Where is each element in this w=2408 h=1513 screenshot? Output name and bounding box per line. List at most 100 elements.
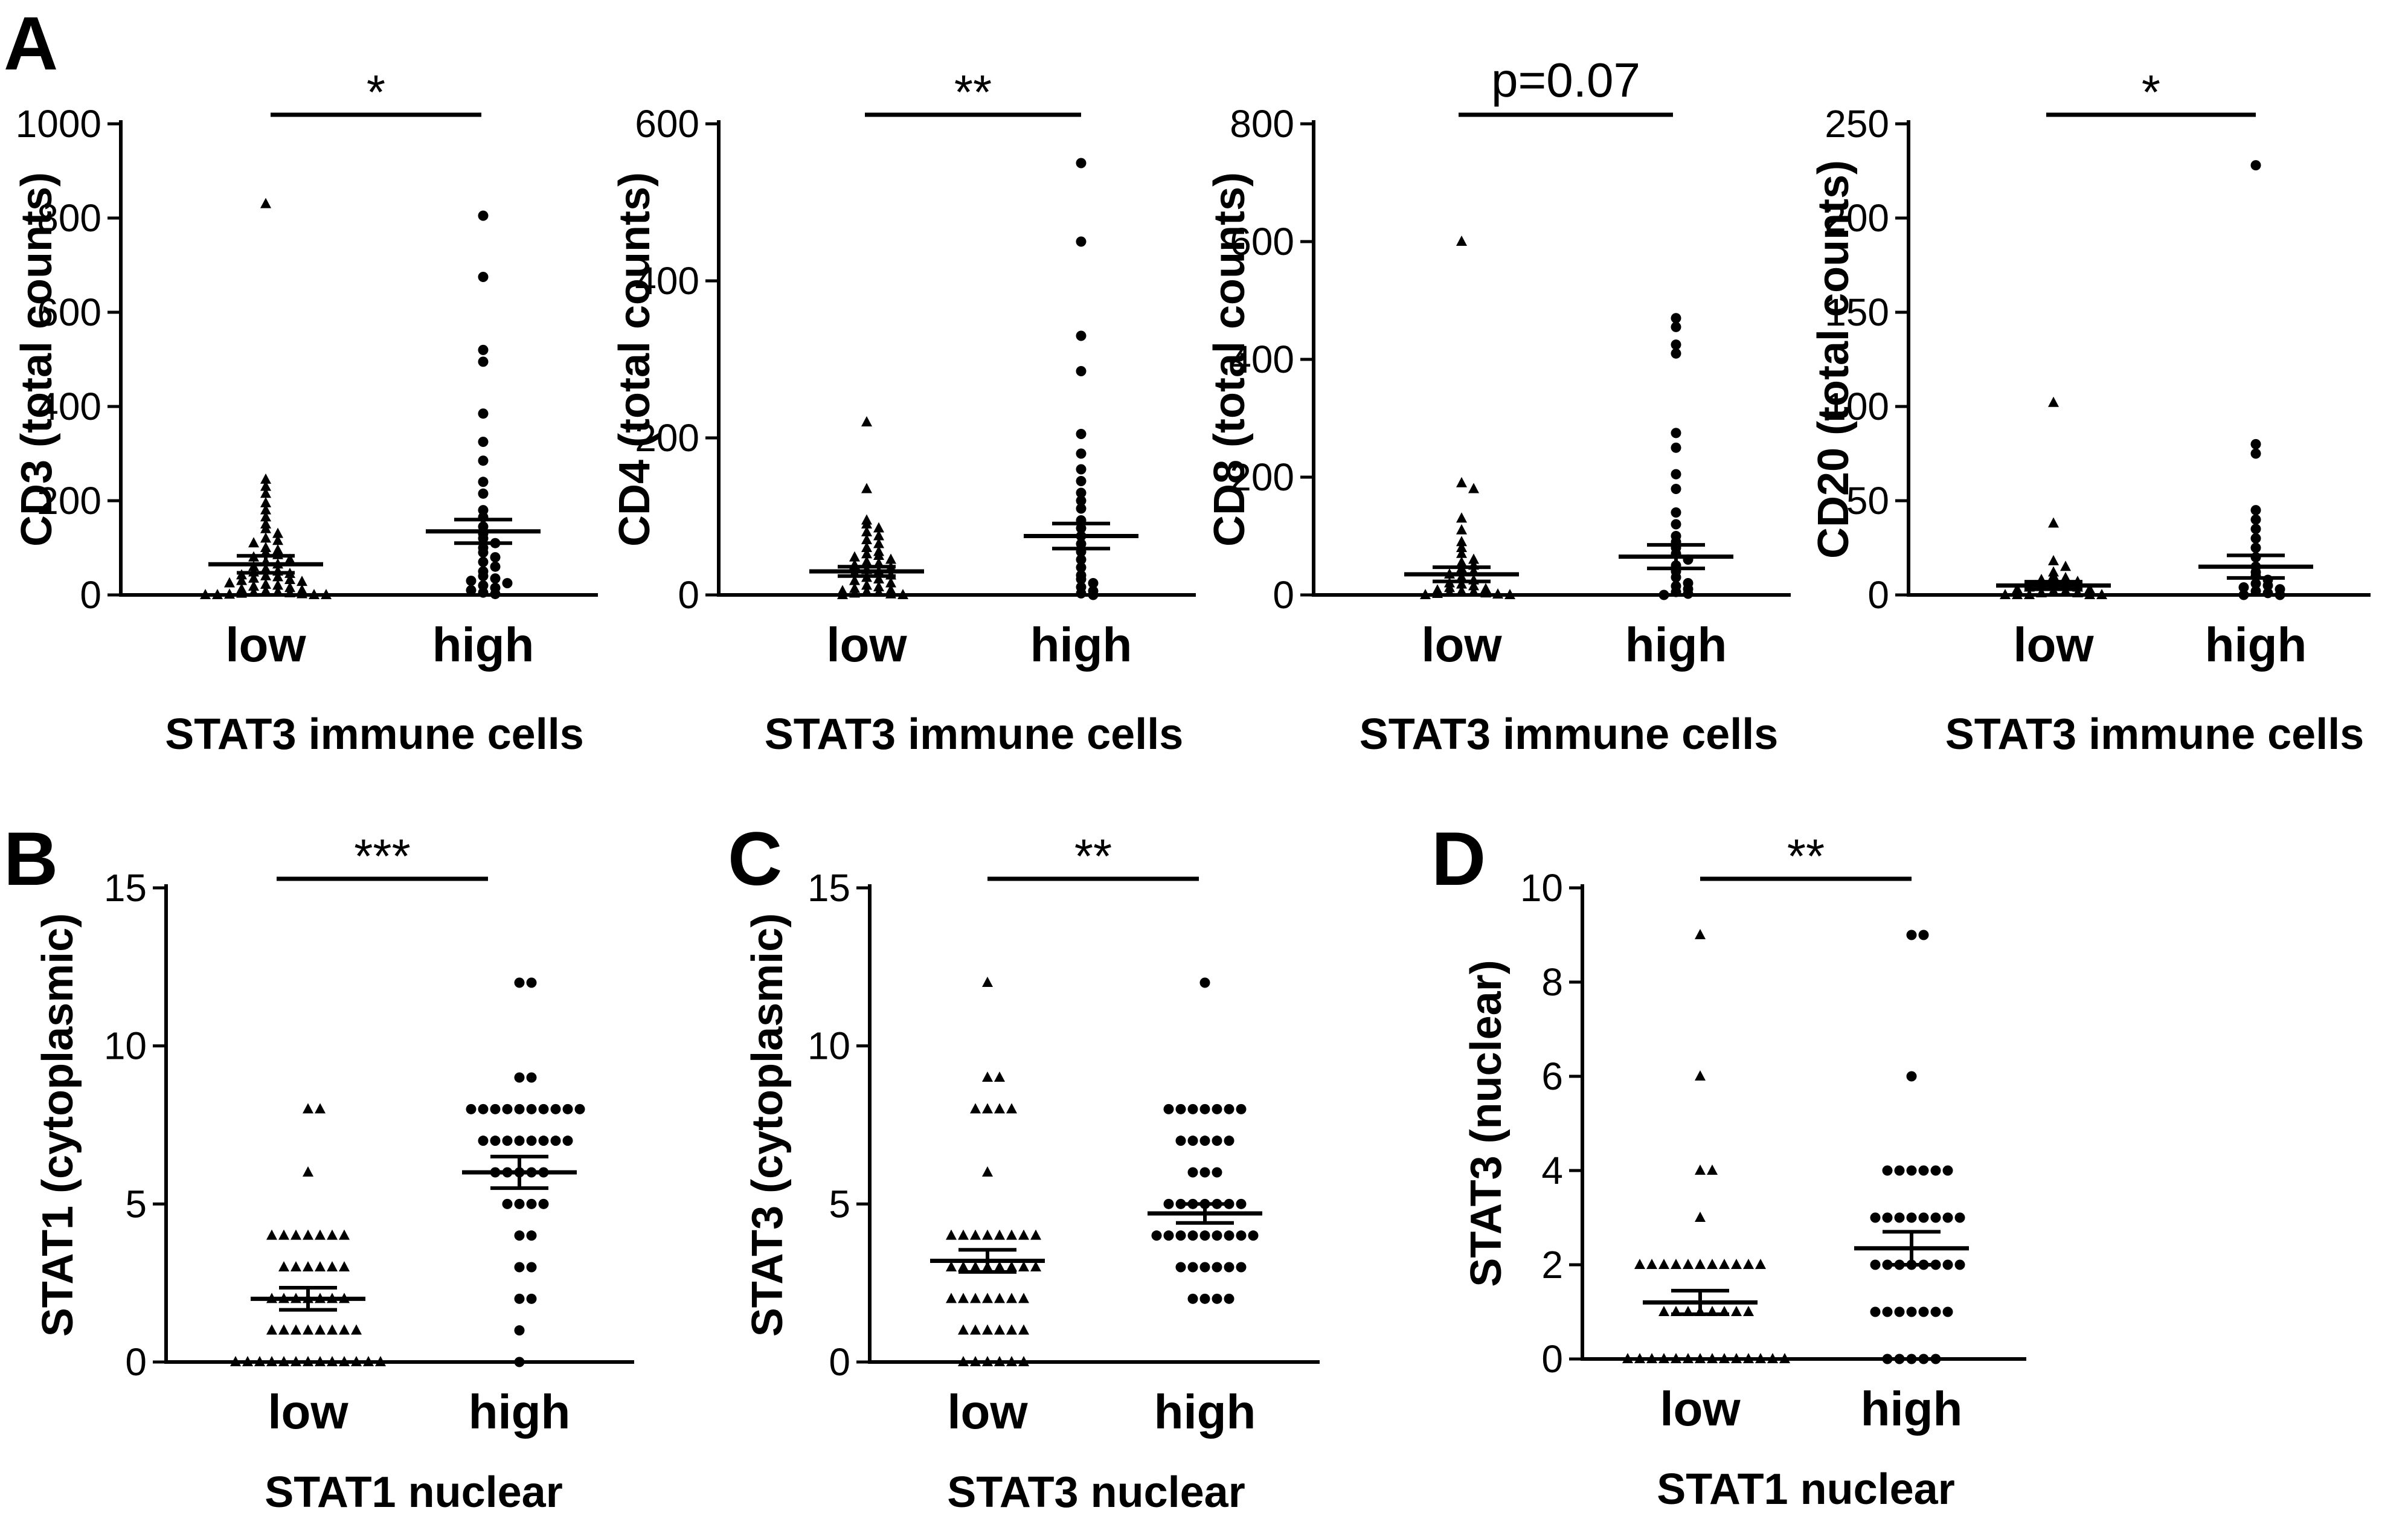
x-axis-label: STAT3 immune cells <box>1945 710 2365 759</box>
category-label-low: low <box>268 1385 348 1439</box>
y-axis-label: STAT1 (cytoplasmic) <box>34 913 82 1337</box>
data-point-triangle <box>946 1261 957 1271</box>
data-point-circle <box>514 977 525 988</box>
data-point-circle <box>478 356 489 367</box>
data-point-circle <box>1076 495 1087 506</box>
y-axis-label: STAT3 (cytoplasmic) <box>743 913 792 1337</box>
data-point-circle <box>1163 1198 1174 1209</box>
data-point-triangle <box>351 1324 362 1335</box>
significance-label: * <box>2142 65 2160 119</box>
category-label-low: low <box>1421 618 1502 672</box>
y-tick-label: 100 <box>1825 385 1889 428</box>
data-point-circle <box>2250 542 2261 553</box>
data-point-triangle <box>284 574 295 585</box>
data-point-circle <box>1076 236 1087 247</box>
data-point-triangle <box>1456 536 1467 547</box>
data-point-circle <box>478 580 489 591</box>
y-tick-label: 10 <box>104 1024 147 1068</box>
data-point-triangle <box>982 1166 993 1177</box>
data-point-circle <box>514 1357 525 1367</box>
y-axis-label: CD4 (total counts) <box>611 172 659 547</box>
y-tick-label: 8 <box>1541 960 1563 1004</box>
data-point-circle <box>1212 1167 1222 1178</box>
data-point-triangle <box>236 587 247 598</box>
category-label-low: low <box>1660 1382 1741 1436</box>
data-point-triangle <box>1634 1353 1645 1363</box>
data-point-triangle <box>1731 1353 1742 1363</box>
chart-5: 0 5 10 15 STAT1 (cytoplasmic) low high STAT1 nu… <box>34 829 634 1513</box>
data-point-circle <box>478 437 489 447</box>
data-point-triangle <box>1634 1259 1645 1269</box>
y-tick-label: 15 <box>104 866 147 910</box>
data-point-triangle <box>994 1229 1005 1240</box>
data-point-circle <box>1076 487 1087 498</box>
data-point-circle <box>514 1325 525 1336</box>
data-point-triangle <box>958 1324 969 1335</box>
data-point-triangle <box>327 1229 338 1240</box>
y-axis-label: CD3 (total counts) <box>13 172 61 547</box>
data-point-triangle <box>200 589 211 599</box>
data-point-circle <box>514 1198 525 1209</box>
y-tick-label: 400 <box>635 259 699 303</box>
data-point-circle <box>1199 1136 1210 1146</box>
significance-label: ** <box>1074 829 1112 883</box>
data-point-triangle <box>260 522 271 533</box>
data-point-circle <box>1671 572 1681 583</box>
y-tick-label: 5 <box>829 1182 850 1225</box>
data-point-circle <box>490 1103 501 1114</box>
data-point-triangle <box>375 1356 386 1366</box>
data-point-circle <box>1076 429 1087 439</box>
data-point-circle <box>1187 1262 1198 1273</box>
data-point-triangle <box>1743 1306 1754 1316</box>
data-point-triangle <box>861 483 872 493</box>
data-point-triangle <box>885 553 896 564</box>
data-point-circle <box>514 1136 525 1146</box>
data-point-circle <box>1906 1165 1917 1176</box>
data-point-triangle <box>260 473 271 484</box>
data-point-triangle <box>982 1229 993 1240</box>
data-point-triangle <box>248 586 259 597</box>
data-point-triangle <box>1456 477 1467 487</box>
x-axis-label: STAT1 nuclear <box>265 1468 562 1513</box>
significance-label: *** <box>354 829 410 883</box>
panel-letter-b: B <box>4 817 58 901</box>
data-point-triangle <box>260 578 271 589</box>
data-point-circle <box>1671 519 1681 530</box>
data-point-circle <box>1918 930 1929 940</box>
data-point-triangle <box>1480 587 1491 598</box>
data-point-triangle <box>897 589 908 599</box>
data-point-circle <box>1212 1136 1222 1146</box>
data-point-circle <box>1954 1259 1965 1270</box>
y-tick-label: 6 <box>1541 1055 1563 1098</box>
y-tick-label: 800 <box>37 196 101 240</box>
data-point-triangle <box>297 576 307 586</box>
data-point-circle <box>1942 1165 1953 1176</box>
data-point-circle <box>1076 574 1087 585</box>
data-point-triangle <box>1671 1259 1681 1269</box>
chart-1: 0 200 400 600 800 1000 CD3 (total counts) low hi… <box>13 65 598 759</box>
data-point-triangle <box>861 534 872 544</box>
data-point-triangle <box>958 1293 969 1303</box>
significance-label: ** <box>954 65 992 119</box>
data-point-triangle <box>278 1229 289 1240</box>
data-point-circle <box>562 1136 573 1146</box>
data-point-triangle <box>327 1356 338 1366</box>
data-point-circle <box>1076 448 1087 459</box>
data-point-circle <box>1906 930 1917 940</box>
data-point-circle <box>538 1198 549 1209</box>
data-point-circle <box>1918 1165 1929 1176</box>
data-point-triangle <box>248 572 259 583</box>
y-tick-label: 0 <box>80 573 101 617</box>
data-point-triangle <box>873 573 884 583</box>
data-point-triangle <box>315 1103 326 1114</box>
data-point-triangle <box>1456 547 1467 558</box>
data-point-circle <box>1175 1136 1186 1146</box>
data-point-circle <box>1212 1262 1222 1273</box>
data-point-triangle <box>260 532 271 543</box>
data-point-circle <box>1671 507 1681 518</box>
data-point-circle <box>1671 442 1681 453</box>
data-point-triangle <box>339 1324 350 1335</box>
data-point-triangle <box>873 581 884 591</box>
data-point-circle <box>526 1262 537 1273</box>
